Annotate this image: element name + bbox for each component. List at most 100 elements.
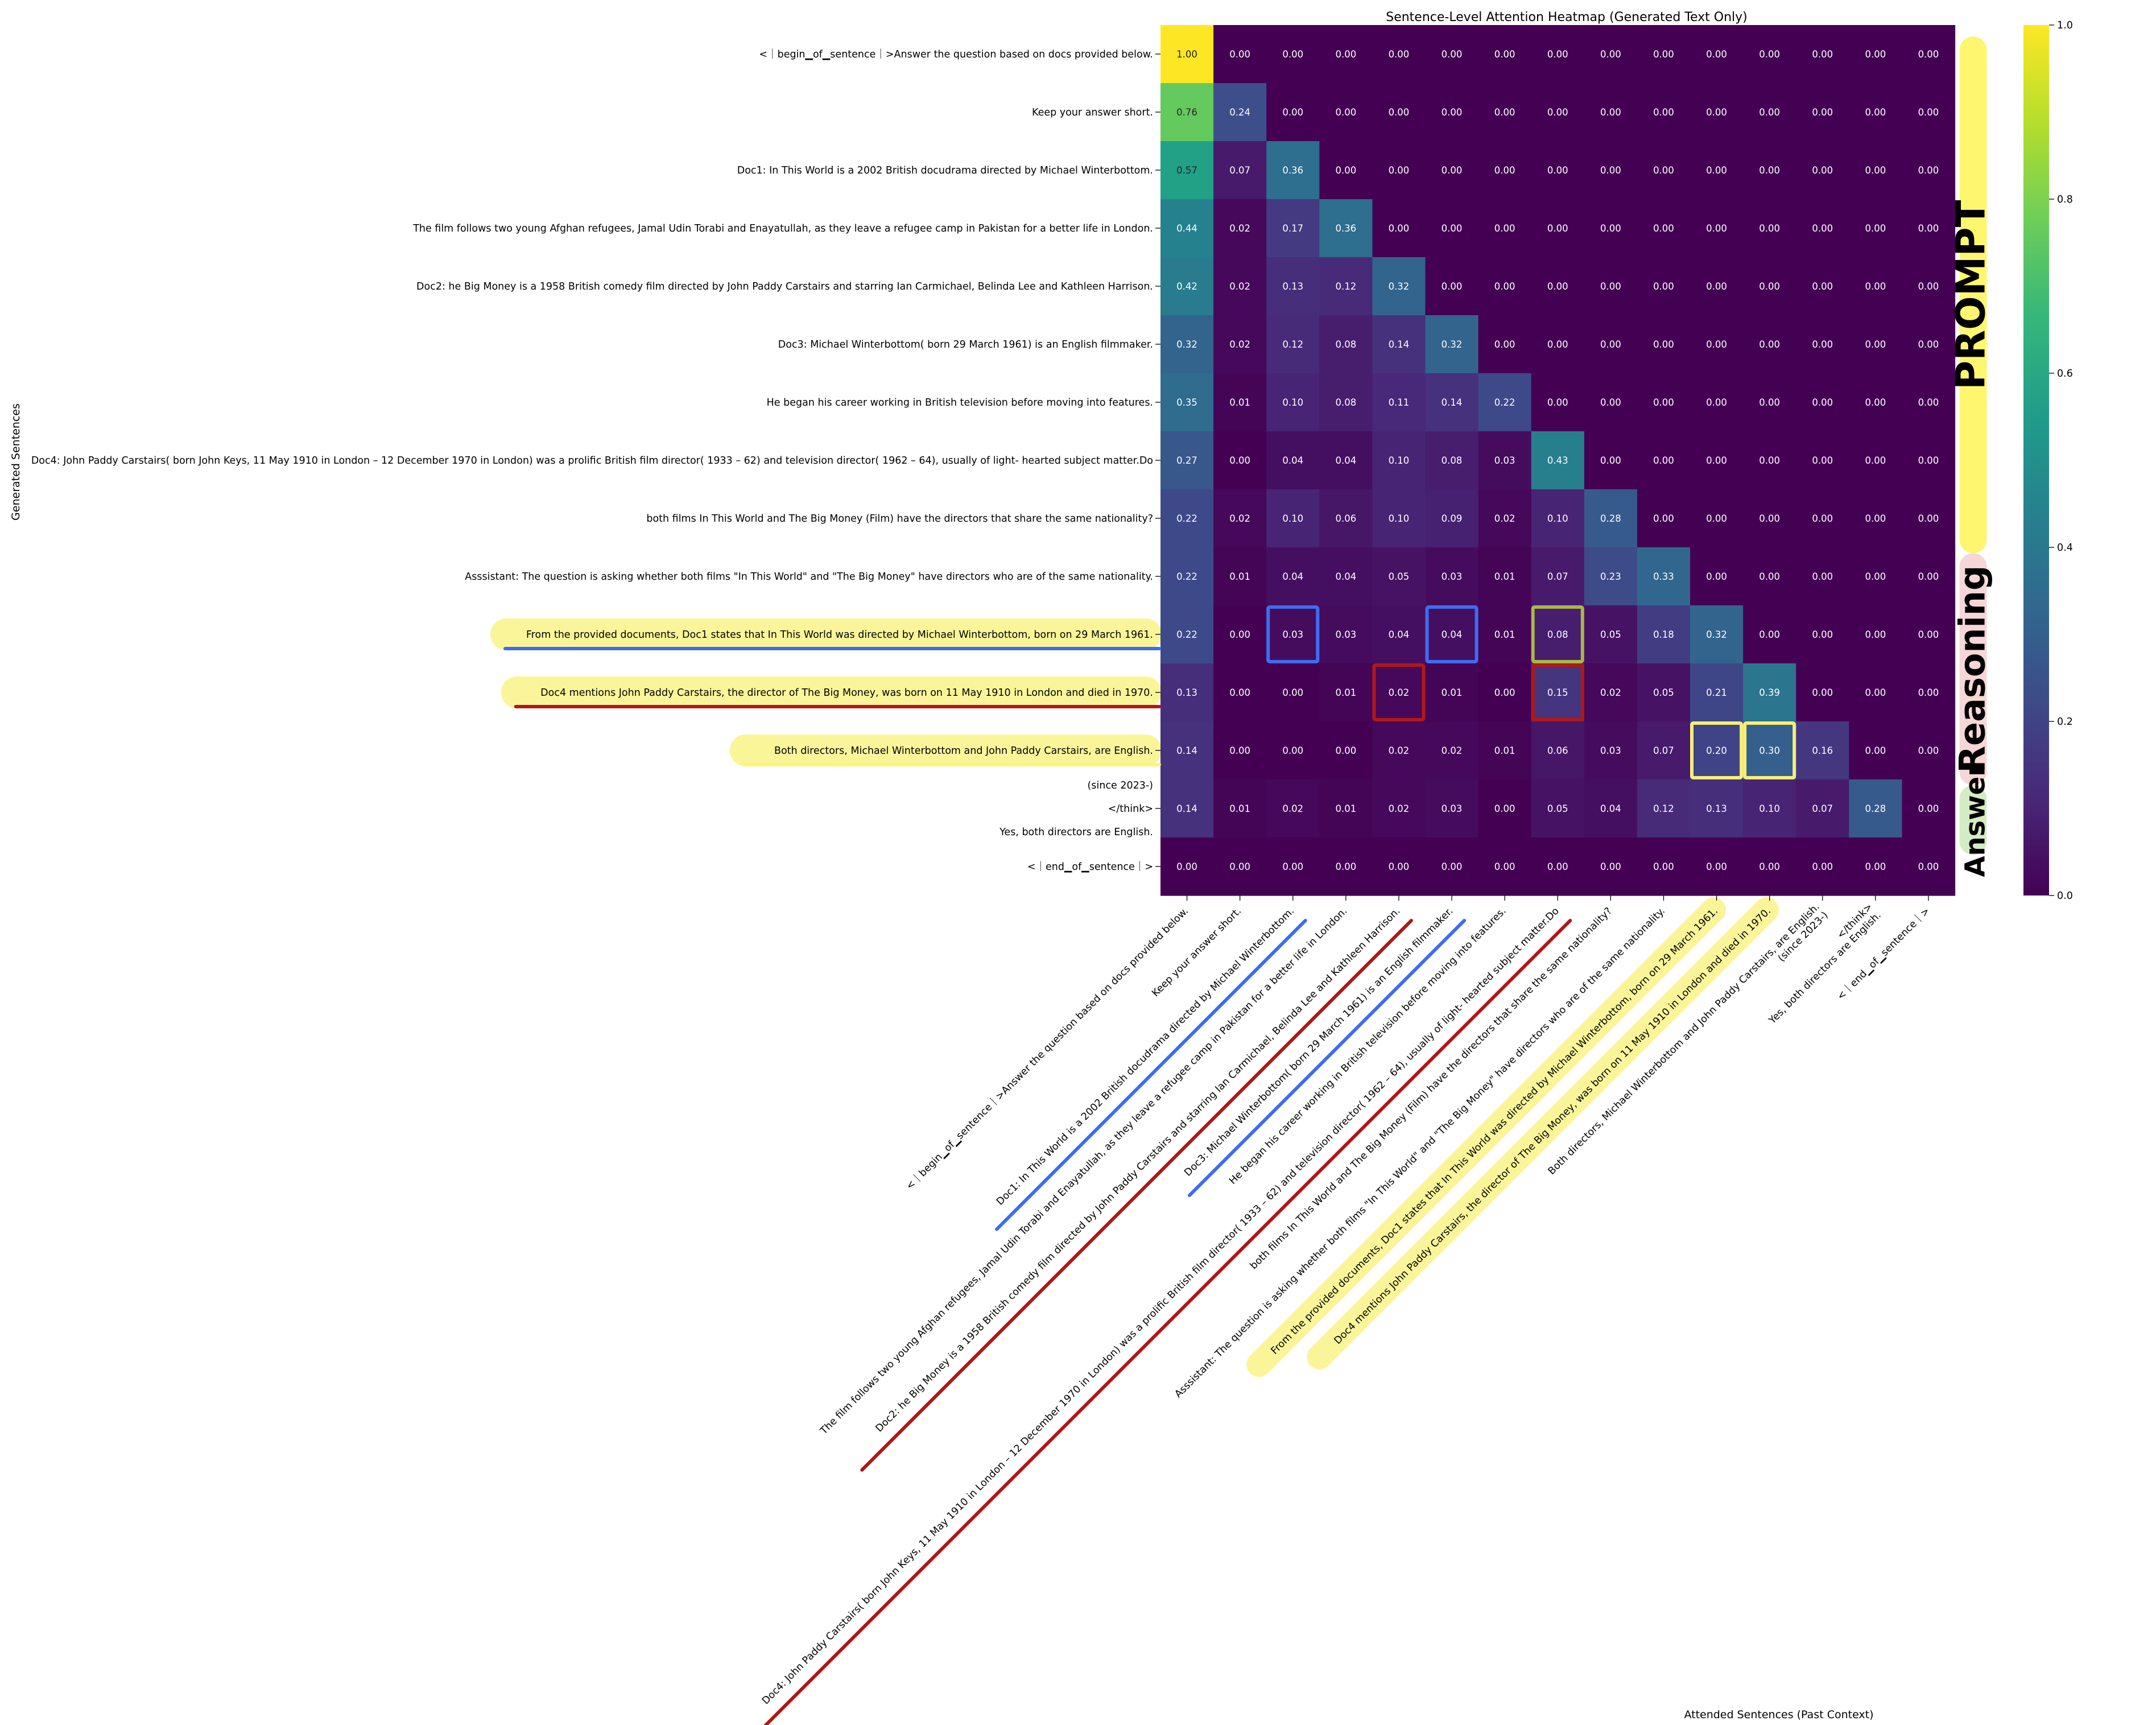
cell-value-label: 0.00 (1494, 49, 1515, 60)
cell-value-label: 0.00 (1494, 339, 1515, 350)
heatmap-cell (1743, 721, 1796, 780)
cell-value-label: 0.00 (1918, 745, 1939, 756)
cell-value-label: 0.02 (1229, 281, 1250, 292)
heatmap-cell (1637, 605, 1691, 664)
cell-value-label: 0.00 (1865, 339, 1886, 350)
heatmap-cell (1584, 779, 1638, 838)
heatmap-cell (1531, 605, 1585, 664)
heatmap-cell (1531, 83, 1585, 142)
heatmap-cell (1372, 605, 1426, 664)
cell-value-label: 0.00 (1229, 745, 1250, 756)
cell-value-label: 0.07 (1229, 165, 1250, 176)
heatmap-cell (1478, 721, 1532, 780)
cell-value-label: 0.35 (1176, 397, 1197, 408)
cell-value-label: 0.00 (1653, 513, 1674, 524)
cell-value-label: 0.00 (1706, 571, 1727, 582)
heatmap-cell (1425, 837, 1479, 896)
heatmap-cell (1266, 489, 1320, 548)
heatmap-cell (1478, 605, 1532, 664)
heatmap-cell (1478, 373, 1532, 432)
cell-value-label: 0.00 (1600, 49, 1621, 60)
heatmap-cell (1902, 373, 1956, 432)
cell-value-label: 0.00 (1865, 397, 1886, 408)
heatmap-cell (1743, 257, 1796, 316)
heatmap-cell (1796, 605, 1849, 664)
heatmap-cell (1213, 663, 1267, 722)
heatmap-cell (1213, 605, 1267, 664)
row-tick-label: <｜end▁of▁sentence｜> (1027, 861, 1153, 873)
heatmap-cell (1690, 141, 1744, 200)
heatmap-cell (1213, 779, 1267, 838)
cell-value-label: 0.13 (1176, 687, 1197, 698)
cell-value-label: 0.57 (1176, 165, 1197, 176)
heatmap-cell (1796, 779, 1849, 838)
cell-value-label: 0.00 (1229, 629, 1250, 640)
cell-value-label: 0.00 (1653, 339, 1674, 350)
cell-value-label: 0.20 (1706, 745, 1727, 756)
heatmap-cell (1425, 141, 1479, 200)
heatmap-cell (1902, 25, 1956, 84)
heatmap-cell (1160, 779, 1214, 838)
cell-value-label: 0.00 (1759, 223, 1780, 234)
row-tick-label: Doc4 mentions John Paddy Carstairs, the … (540, 687, 1153, 699)
cell-value-label: 0.00 (1759, 629, 1780, 640)
row-label-highlight (490, 618, 1162, 650)
heatmap-cell (1690, 431, 1744, 490)
row-tick-label: both films In This World and The Big Mon… (646, 513, 1153, 525)
heatmap-cell (1425, 605, 1479, 664)
heatmap-cell (1584, 83, 1638, 142)
cell-value-label: 0.03 (1282, 629, 1303, 640)
cell-value-label: 0.00 (1600, 861, 1621, 872)
cell-value-label: 0.42 (1176, 281, 1197, 292)
heatmap-cell (1796, 373, 1849, 432)
cell-value-label: 0.01 (1494, 629, 1515, 640)
heatmap-cell (1796, 315, 1849, 374)
heatmap-cell (1478, 25, 1532, 84)
cell-value-label: 0.00 (1759, 281, 1780, 292)
cell-value-label: 0.33 (1653, 571, 1674, 582)
heatmap-cell (1637, 141, 1691, 200)
cell-value-label: 0.32 (1176, 339, 1197, 350)
cell-value-label: 0.22 (1176, 513, 1197, 524)
heatmap-cell (1478, 315, 1532, 374)
cell-value-label: 0.03 (1442, 803, 1463, 814)
cell-value-label: 0.00 (1812, 165, 1833, 176)
row-tick-label: </think> (1108, 803, 1153, 815)
cell-value-label: 0.00 (1600, 397, 1621, 408)
cell-value-label: 0.36 (1335, 223, 1356, 234)
cell-value-label: 0.00 (1918, 455, 1939, 466)
heatmap-cell (1213, 489, 1267, 548)
cell-value-label: 0.00 (1706, 49, 1727, 60)
cell-value-label: 0.00 (1442, 223, 1463, 234)
cell-value-label: 0.00 (1389, 861, 1410, 872)
cell-value-label: 0.32 (1389, 281, 1410, 292)
cell-value-label: 0.04 (1600, 803, 1621, 814)
cell-value-label: 0.28 (1600, 513, 1621, 524)
heatmap-cell (1584, 199, 1638, 258)
heatmap-cell (1531, 199, 1585, 258)
cell-value-label: 0.00 (1494, 803, 1515, 814)
heatmap-cell (1160, 489, 1214, 548)
heatmap-cell (1266, 141, 1320, 200)
cell-value-label: 0.05 (1389, 571, 1410, 582)
cell-value-label: 0.00 (1706, 861, 1727, 872)
heatmap-cell (1743, 489, 1796, 548)
cell-value-label: 0.00 (1442, 281, 1463, 292)
heatmap-cell (1160, 199, 1214, 258)
cell-value-label: 0.32 (1442, 339, 1463, 350)
heatmap-cell (1213, 721, 1267, 780)
heatmap-cell (1266, 83, 1320, 142)
column-tick-label: Doc3: Michael Winterbottom( born 29 Marc… (1182, 905, 1455, 1178)
heatmap-cell (1637, 489, 1691, 548)
cell-highlight-box (1531, 663, 1584, 721)
heatmap-cell (1796, 199, 1849, 258)
heatmap-cell (1531, 373, 1585, 432)
heatmap-cell (1849, 199, 1902, 258)
heatmap-cell (1743, 83, 1796, 142)
cell-value-label: 0.00 (1600, 165, 1621, 176)
heatmap-cell (1372, 83, 1426, 142)
heatmap-cell (1743, 837, 1796, 896)
heatmap-cell (1690, 547, 1744, 606)
heatmap-cell (1372, 141, 1426, 200)
heatmap-cell (1902, 83, 1956, 142)
